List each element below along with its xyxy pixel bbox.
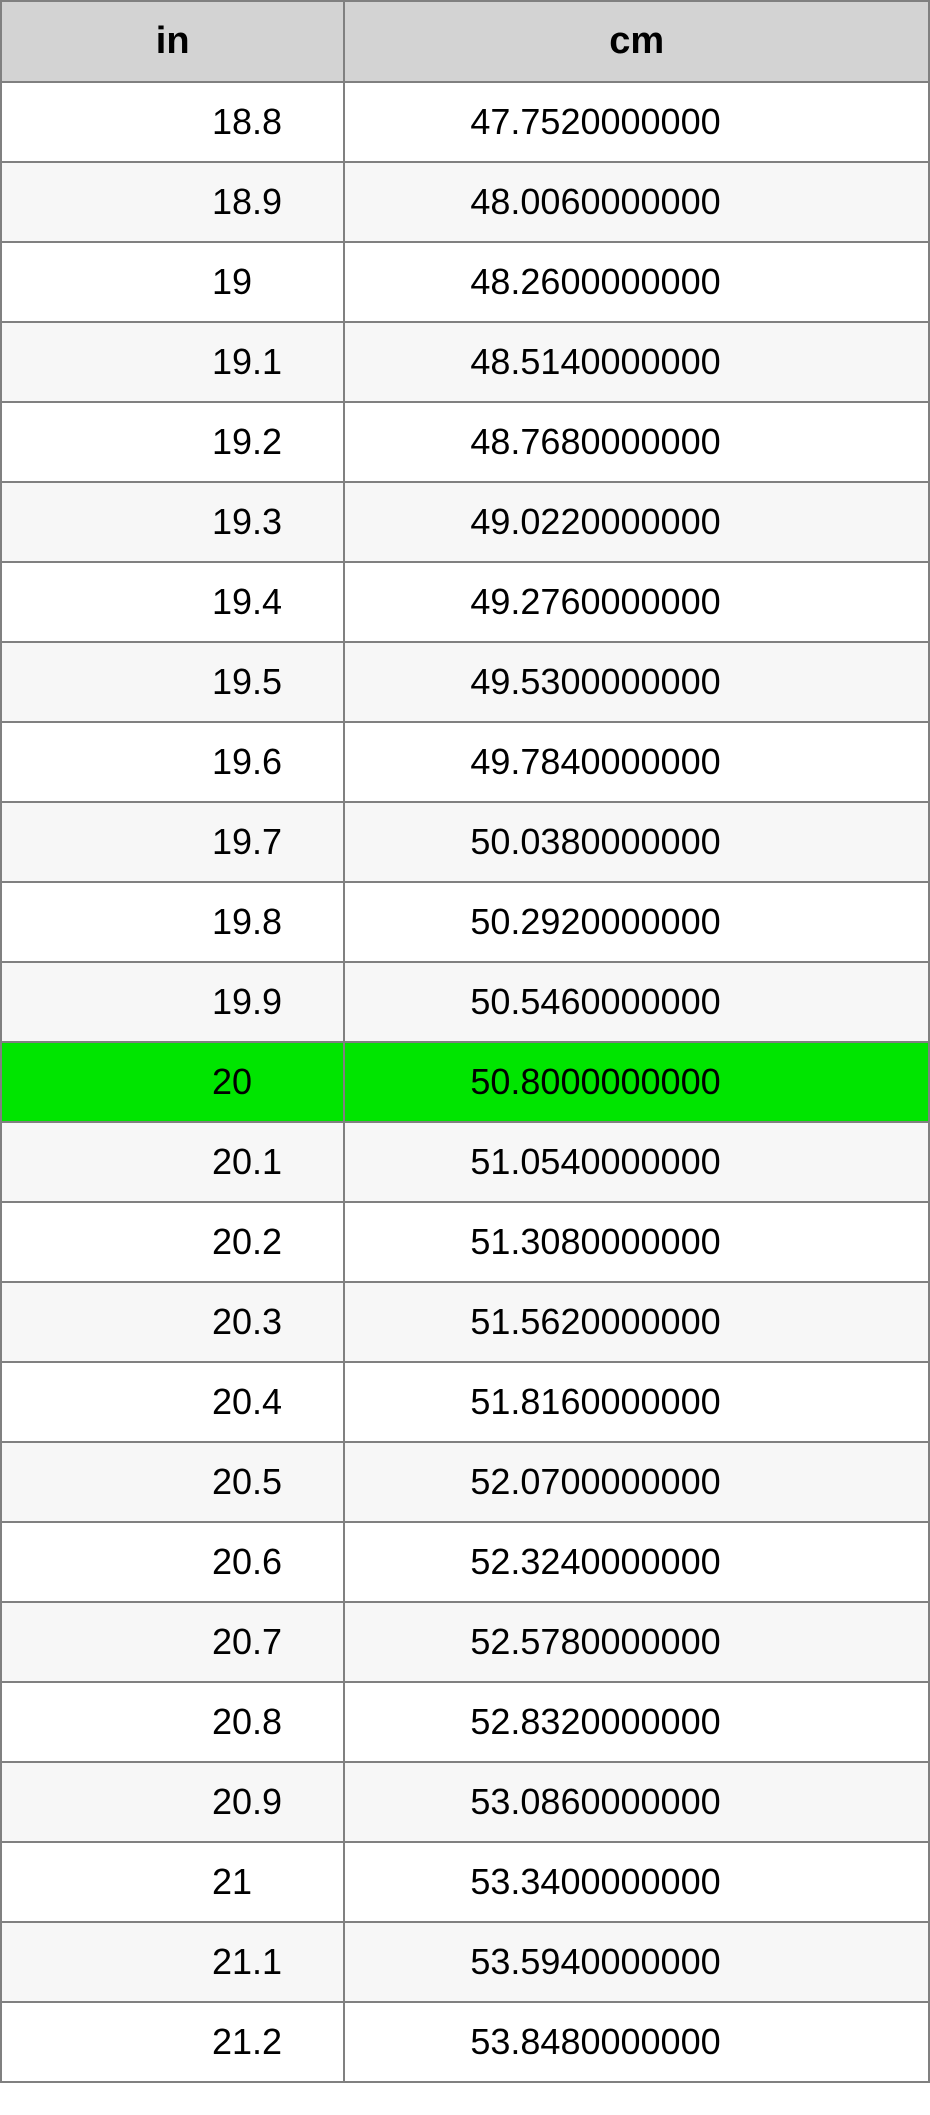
- cell-cm: 51.8160000000: [344, 1362, 929, 1442]
- cell-cm: 48.7680000000: [344, 402, 929, 482]
- header-row: in cm: [1, 1, 929, 82]
- cell-cm: 52.5780000000: [344, 1602, 929, 1682]
- conversion-table: in cm 18.8 47.7520000000 18.9 48.0060000…: [0, 0, 930, 2083]
- cell-cm: 52.0700000000: [344, 1442, 929, 1522]
- cell-in: 20.1: [1, 1122, 344, 1202]
- table-row: 20.5 52.0700000000: [1, 1442, 929, 1522]
- table-row: 20.9 53.0860000000: [1, 1762, 929, 1842]
- cell-in: 19.4: [1, 562, 344, 642]
- cell-cm: 50.5460000000: [344, 962, 929, 1042]
- cell-cm: 51.3080000000: [344, 1202, 929, 1282]
- table-row: 18.9 48.0060000000: [1, 162, 929, 242]
- table-row: 20.4 51.8160000000: [1, 1362, 929, 1442]
- cell-cm: 52.3240000000: [344, 1522, 929, 1602]
- cell-in: 20.2: [1, 1202, 344, 1282]
- table-row: 19.4 49.2760000000: [1, 562, 929, 642]
- cell-cm: 47.7520000000: [344, 82, 929, 162]
- cell-cm: 49.7840000000: [344, 722, 929, 802]
- cell-cm: 51.0540000000: [344, 1122, 929, 1202]
- cell-cm: 51.5620000000: [344, 1282, 929, 1362]
- table-row: 20.6 52.3240000000: [1, 1522, 929, 1602]
- table-row: 20.2 51.3080000000: [1, 1202, 929, 1282]
- table-row: 19.9 50.5460000000: [1, 962, 929, 1042]
- cell-in: 20.8: [1, 1682, 344, 1762]
- cell-cm: 52.8320000000: [344, 1682, 929, 1762]
- cell-in: 20: [1, 1042, 344, 1122]
- cell-in: 19.6: [1, 722, 344, 802]
- cell-cm: 53.8480000000: [344, 2002, 929, 2082]
- cell-cm: 48.2600000000: [344, 242, 929, 322]
- table-row: 19.2 48.7680000000: [1, 402, 929, 482]
- table-row: 19.3 49.0220000000: [1, 482, 929, 562]
- cell-in: 19.3: [1, 482, 344, 562]
- cell-cm: 48.5140000000: [344, 322, 929, 402]
- cell-cm: 49.2760000000: [344, 562, 929, 642]
- cell-in: 20.3: [1, 1282, 344, 1362]
- table-row: 19 48.2600000000: [1, 242, 929, 322]
- cell-in: 19.2: [1, 402, 344, 482]
- cell-cm: 50.0380000000: [344, 802, 929, 882]
- cell-cm: 49.5300000000: [344, 642, 929, 722]
- cell-in: 20.9: [1, 1762, 344, 1842]
- table-row: 21 53.3400000000: [1, 1842, 929, 1922]
- conversion-table-container: in cm 18.8 47.7520000000 18.9 48.0060000…: [0, 0, 930, 2083]
- cell-in: 18.8: [1, 82, 344, 162]
- table-row: 21.1 53.5940000000: [1, 1922, 929, 2002]
- table-row: 20.1 51.0540000000: [1, 1122, 929, 1202]
- cell-in: 19.9: [1, 962, 344, 1042]
- cell-in: 19.8: [1, 882, 344, 962]
- cell-cm: 53.3400000000: [344, 1842, 929, 1922]
- table-row: 19.8 50.2920000000: [1, 882, 929, 962]
- header-in: in: [1, 1, 344, 82]
- cell-cm: 50.8000000000: [344, 1042, 929, 1122]
- table-row: 18.8 47.7520000000: [1, 82, 929, 162]
- cell-in: 19.1: [1, 322, 344, 402]
- table-row: 20.3 51.5620000000: [1, 1282, 929, 1362]
- table-row: 21.2 53.8480000000: [1, 2002, 929, 2082]
- cell-in: 19.5: [1, 642, 344, 722]
- cell-in: 21.1: [1, 1922, 344, 2002]
- cell-in: 20.5: [1, 1442, 344, 1522]
- header-cm: cm: [344, 1, 929, 82]
- cell-cm: 53.5940000000: [344, 1922, 929, 2002]
- table-row: 19.6 49.7840000000: [1, 722, 929, 802]
- table-row: 20.7 52.5780000000: [1, 1602, 929, 1682]
- cell-cm: 48.0060000000: [344, 162, 929, 242]
- cell-cm: 50.2920000000: [344, 882, 929, 962]
- cell-in: 19: [1, 242, 344, 322]
- table-row: 19.1 48.5140000000: [1, 322, 929, 402]
- table-body: 18.8 47.7520000000 18.9 48.0060000000 19…: [1, 82, 929, 2082]
- cell-in: 20.6: [1, 1522, 344, 1602]
- table-row: 20.8 52.8320000000: [1, 1682, 929, 1762]
- table-row: 19.5 49.5300000000: [1, 642, 929, 722]
- cell-cm: 49.0220000000: [344, 482, 929, 562]
- table-row-highlight: 20 50.8000000000: [1, 1042, 929, 1122]
- cell-in: 18.9: [1, 162, 344, 242]
- table-row: 19.7 50.0380000000: [1, 802, 929, 882]
- cell-in: 21: [1, 1842, 344, 1922]
- cell-cm: 53.0860000000: [344, 1762, 929, 1842]
- cell-in: 20.7: [1, 1602, 344, 1682]
- cell-in: 20.4: [1, 1362, 344, 1442]
- cell-in: 21.2: [1, 2002, 344, 2082]
- cell-in: 19.7: [1, 802, 344, 882]
